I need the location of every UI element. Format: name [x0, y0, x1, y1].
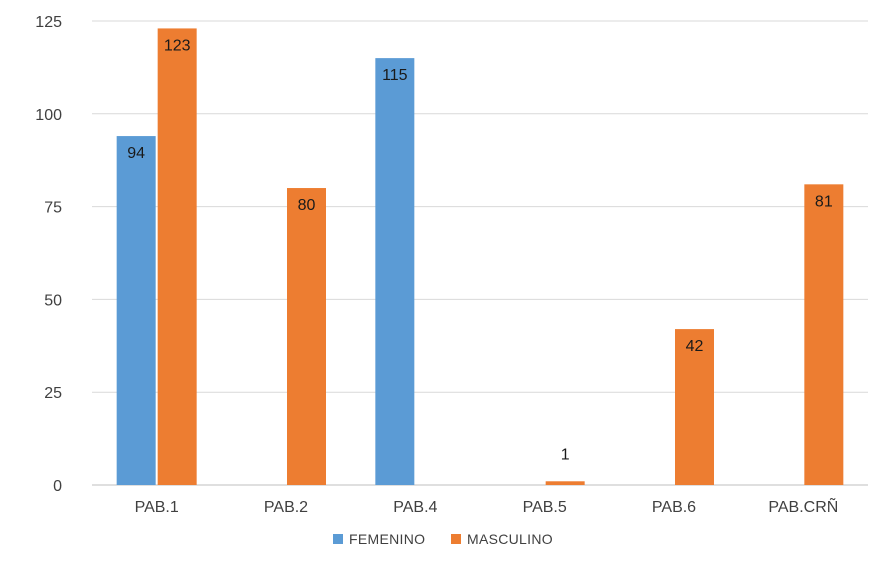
data-labels: 94 123 80 115 1 42 81 [127, 37, 833, 463]
legend-label-masculino: MASCULINO [467, 531, 553, 547]
y-tick-label: 0 [53, 478, 62, 495]
data-label: 1 [561, 446, 570, 463]
bar-masculino-pab5 [545, 481, 585, 485]
data-label: 115 [382, 67, 408, 84]
y-tick-label: 50 [44, 292, 62, 309]
data-label: 80 [298, 197, 316, 214]
gridlines [92, 20, 868, 393]
x-tick-label: PAB.5 [523, 499, 567, 516]
data-label: 123 [164, 37, 191, 54]
bars [116, 28, 844, 486]
axes: 0 25 50 75 100 125 PAB.1 PAB.2 PAB.4 PAB.5 PAB.6 PA… [35, 14, 868, 516]
legend-swatch-masculino [451, 534, 461, 544]
x-tick-label: PAB.CRÑ [768, 496, 838, 516]
y-tick-label: 75 [44, 200, 62, 217]
y-tick-label: 125 [35, 14, 62, 31]
x-tick-label: PAB.4 [393, 499, 437, 516]
x-tick-label: PAB.1 [135, 499, 179, 516]
bar-masculino-pab6 [675, 329, 714, 485]
x-tick-label: PAB.2 [264, 499, 308, 516]
legend-swatch-femenino [333, 534, 343, 544]
y-tick-label: 25 [44, 385, 62, 402]
data-label: 81 [815, 193, 833, 210]
bar-masculino-pabcrñ [804, 184, 844, 485]
legend: FEMENINO MASCULINO [333, 531, 553, 547]
y-tick-label: 100 [35, 107, 62, 124]
bar-femenino-pab4 [375, 58, 415, 486]
data-label: 42 [686, 338, 704, 355]
legend-label-femenino: FEMENINO [349, 531, 425, 547]
bar-femenino-pab1 [116, 136, 156, 485]
bar-masculino-pab2 [287, 188, 326, 486]
x-tick-label: PAB.6 [652, 499, 696, 516]
data-label: 94 [127, 145, 145, 162]
bar-masculino-pab1 [157, 28, 197, 485]
